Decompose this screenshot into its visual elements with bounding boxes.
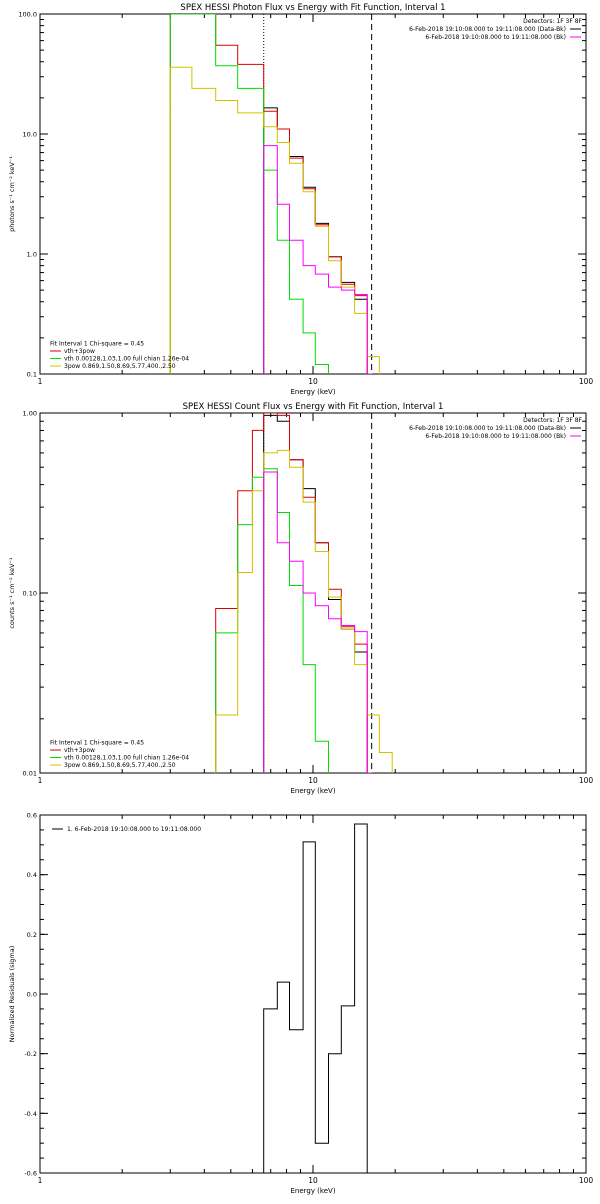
x-tick-label: 1: [38, 1176, 43, 1185]
legend-top-right-entry: Detectors: 1F 3F 8F: [523, 417, 582, 424]
chart-panel-3: 1 10 100 -0.6 -0.4 -0.2 0.0 0.2 0.4 0.6 Energy (ke…: [8, 812, 593, 1196]
y-tick-label: 100.0: [18, 11, 37, 19]
legend-bottom-left-entry: Fit Interval 1 Chi-square = 0.45: [50, 341, 144, 348]
y-tick-label: -0.4: [24, 1110, 37, 1118]
series-data-bk: [263, 414, 373, 773]
legend-top-right-entry: 6-Feb-2018 19:10:08.000 to 19:11:08.000 …: [425, 34, 566, 41]
y-tick-label: 0.1: [27, 371, 37, 379]
legend-bottom-left-entry: vth+3pow: [64, 348, 95, 355]
series-layer: [215, 413, 393, 773]
x-tick-label: 100: [579, 776, 594, 785]
legend-bottom-left-entry: 3pow 0.869,1.50,8.69,5.77,400.,2.50: [64, 762, 176, 769]
y-tick-label: 0.10: [23, 590, 37, 598]
plot-frame: [39, 13, 587, 375]
x-axis-label: Energy (keV): [290, 787, 335, 795]
series-residuals: [263, 823, 372, 1173]
y-tick-label: 0.0: [27, 991, 37, 999]
y-tick-label: 10.0: [23, 131, 37, 139]
series-vth: [169, 14, 329, 374]
y-tick-label: -0.2: [24, 1050, 37, 1058]
x-tick-label: 100: [579, 377, 594, 386]
chart-title: SPEX HESSI Count Flux vs Energy with Fit…: [183, 402, 444, 412]
y-tick-label: 0.6: [27, 812, 37, 820]
x-tick-label: 100: [579, 1176, 594, 1185]
x-tick-label: 1: [38, 776, 43, 785]
series-vth-3pow: [215, 413, 368, 773]
series-data-bk: [263, 107, 373, 374]
series-layer: [263, 823, 372, 1173]
x-tick-label: 10: [308, 1176, 318, 1185]
plot-frame: [39, 814, 587, 1174]
series-3pow: [215, 449, 393, 773]
legend-top-right-entry: Detectors: 1F 3F 8F: [523, 18, 582, 25]
legend-bottom-left-entry: Fit Interval 1 Chi-square = 0.45: [50, 740, 144, 747]
legend-bottom-left-entry: vth 0.00128,1.03,1.00 full chian 1.26e-0…: [64, 755, 189, 762]
legend-top-right-entry: 6-Feb-2018 19:10:08.000 to 19:11:08.000 …: [409, 26, 566, 33]
legend-bottom-left-entry: vth 0.00128,1.03,1.00 full chian 1.26e-0…: [64, 356, 189, 363]
series-vth: [215, 468, 329, 773]
y-tick-label: 1.00: [23, 410, 37, 418]
y-tick-label: 1.0: [27, 251, 37, 259]
series-bk: [263, 145, 373, 374]
x-tick-label: 10: [308, 377, 318, 386]
legend-top-left-entry: 1. 6-Feb-2018 19:10:08.000 to 19:11:08.0…: [67, 826, 201, 833]
series-layer: [169, 14, 380, 374]
legend-bottom-left-entry: 3pow 0.869,1.50,8.69,5.77,400.,2.50: [64, 363, 176, 370]
x-axis-label: Energy (keV): [290, 1187, 335, 1195]
series-vth-3pow: [169, 14, 368, 374]
legend-top-right-entry: 6-Feb-2018 19:10:08.000 to 19:11:08.000 …: [425, 433, 566, 440]
y-tick-label: 0.2: [27, 931, 37, 939]
legend-bottom-left-entry: vth+3pow: [64, 747, 95, 754]
y-tick-label: 0.4: [27, 871, 37, 879]
series-bk: [263, 471, 373, 773]
chart-panel-1: SPEX HESSI Photon Flux vs Energy with Fi…: [8, 3, 593, 396]
x-tick-label: 1: [38, 377, 43, 386]
y-axis-label: photons s⁻¹ cm⁻² keV⁻¹: [8, 156, 16, 232]
x-tick-label: 10: [308, 776, 318, 785]
y-axis-label: Normalized Residuals (sigma): [8, 946, 16, 1043]
x-axis-label: Energy (keV): [290, 388, 335, 396]
y-tick-label: 0.01: [23, 770, 37, 778]
chart-title: SPEX HESSI Photon Flux vs Energy with Fi…: [180, 3, 445, 13]
y-axis-label: counts s⁻¹ cm⁻² keV⁻¹: [8, 557, 16, 629]
y-tick-label: -0.6: [24, 1170, 37, 1178]
chart-panel-2: SPEX HESSI Count Flux vs Energy with Fit…: [8, 402, 593, 795]
series-3pow: [169, 66, 380, 374]
legend-top-right-entry: 6-Feb-2018 19:10:08.000 to 19:11:08.000 …: [409, 425, 566, 432]
